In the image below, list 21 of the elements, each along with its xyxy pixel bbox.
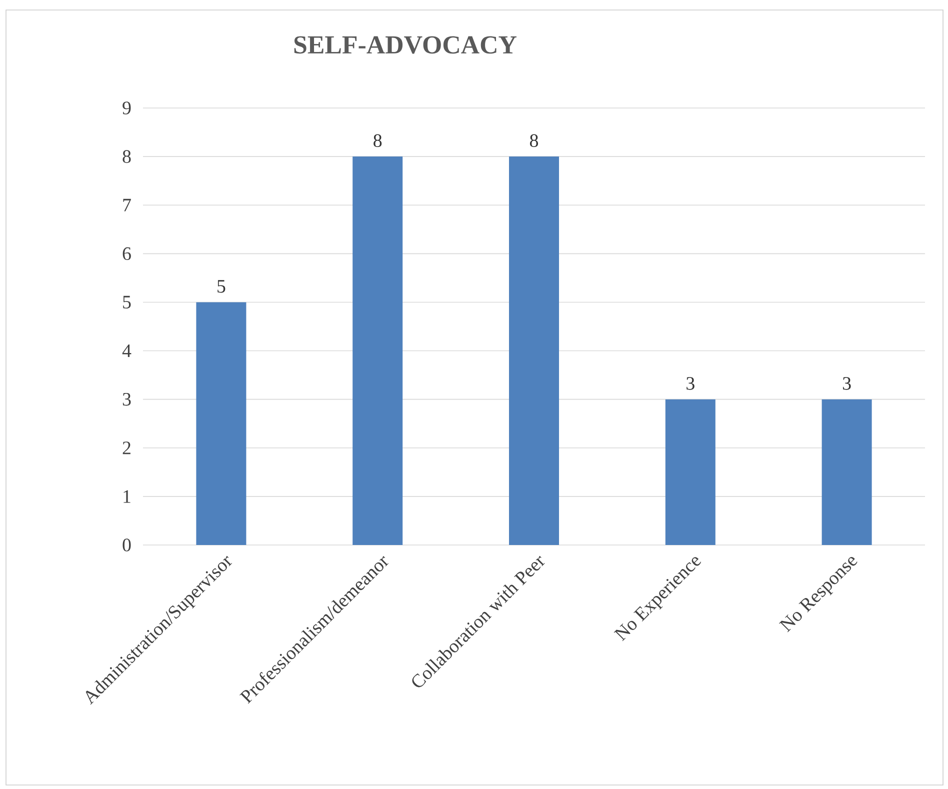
y-tick-label: 1 [124,490,130,503]
data-label: 8 [530,134,538,148]
bar [665,399,716,545]
data-label: 5 [218,280,226,293]
data-label: 8 [374,134,382,148]
y-tick-label: 6 [122,247,131,260]
bar [196,302,246,545]
chart-title: SELF-ADVOCACY [294,36,516,54]
y-tick-label: 4 [122,344,132,358]
bar [822,399,872,545]
y-tick-label: 0 [122,538,131,552]
y-tick-label: 5 [123,296,131,309]
y-tick-label: 8 [122,150,131,163]
bar [352,156,403,545]
data-label: 3 [842,377,851,390]
y-tick-label: 7 [123,198,131,212]
bar [509,156,560,545]
data-label: 3 [686,377,694,390]
y-tick-label: 2 [122,442,130,454]
y-tick-label: 9 [122,102,131,114]
y-tick-label: 3 [122,392,131,406]
